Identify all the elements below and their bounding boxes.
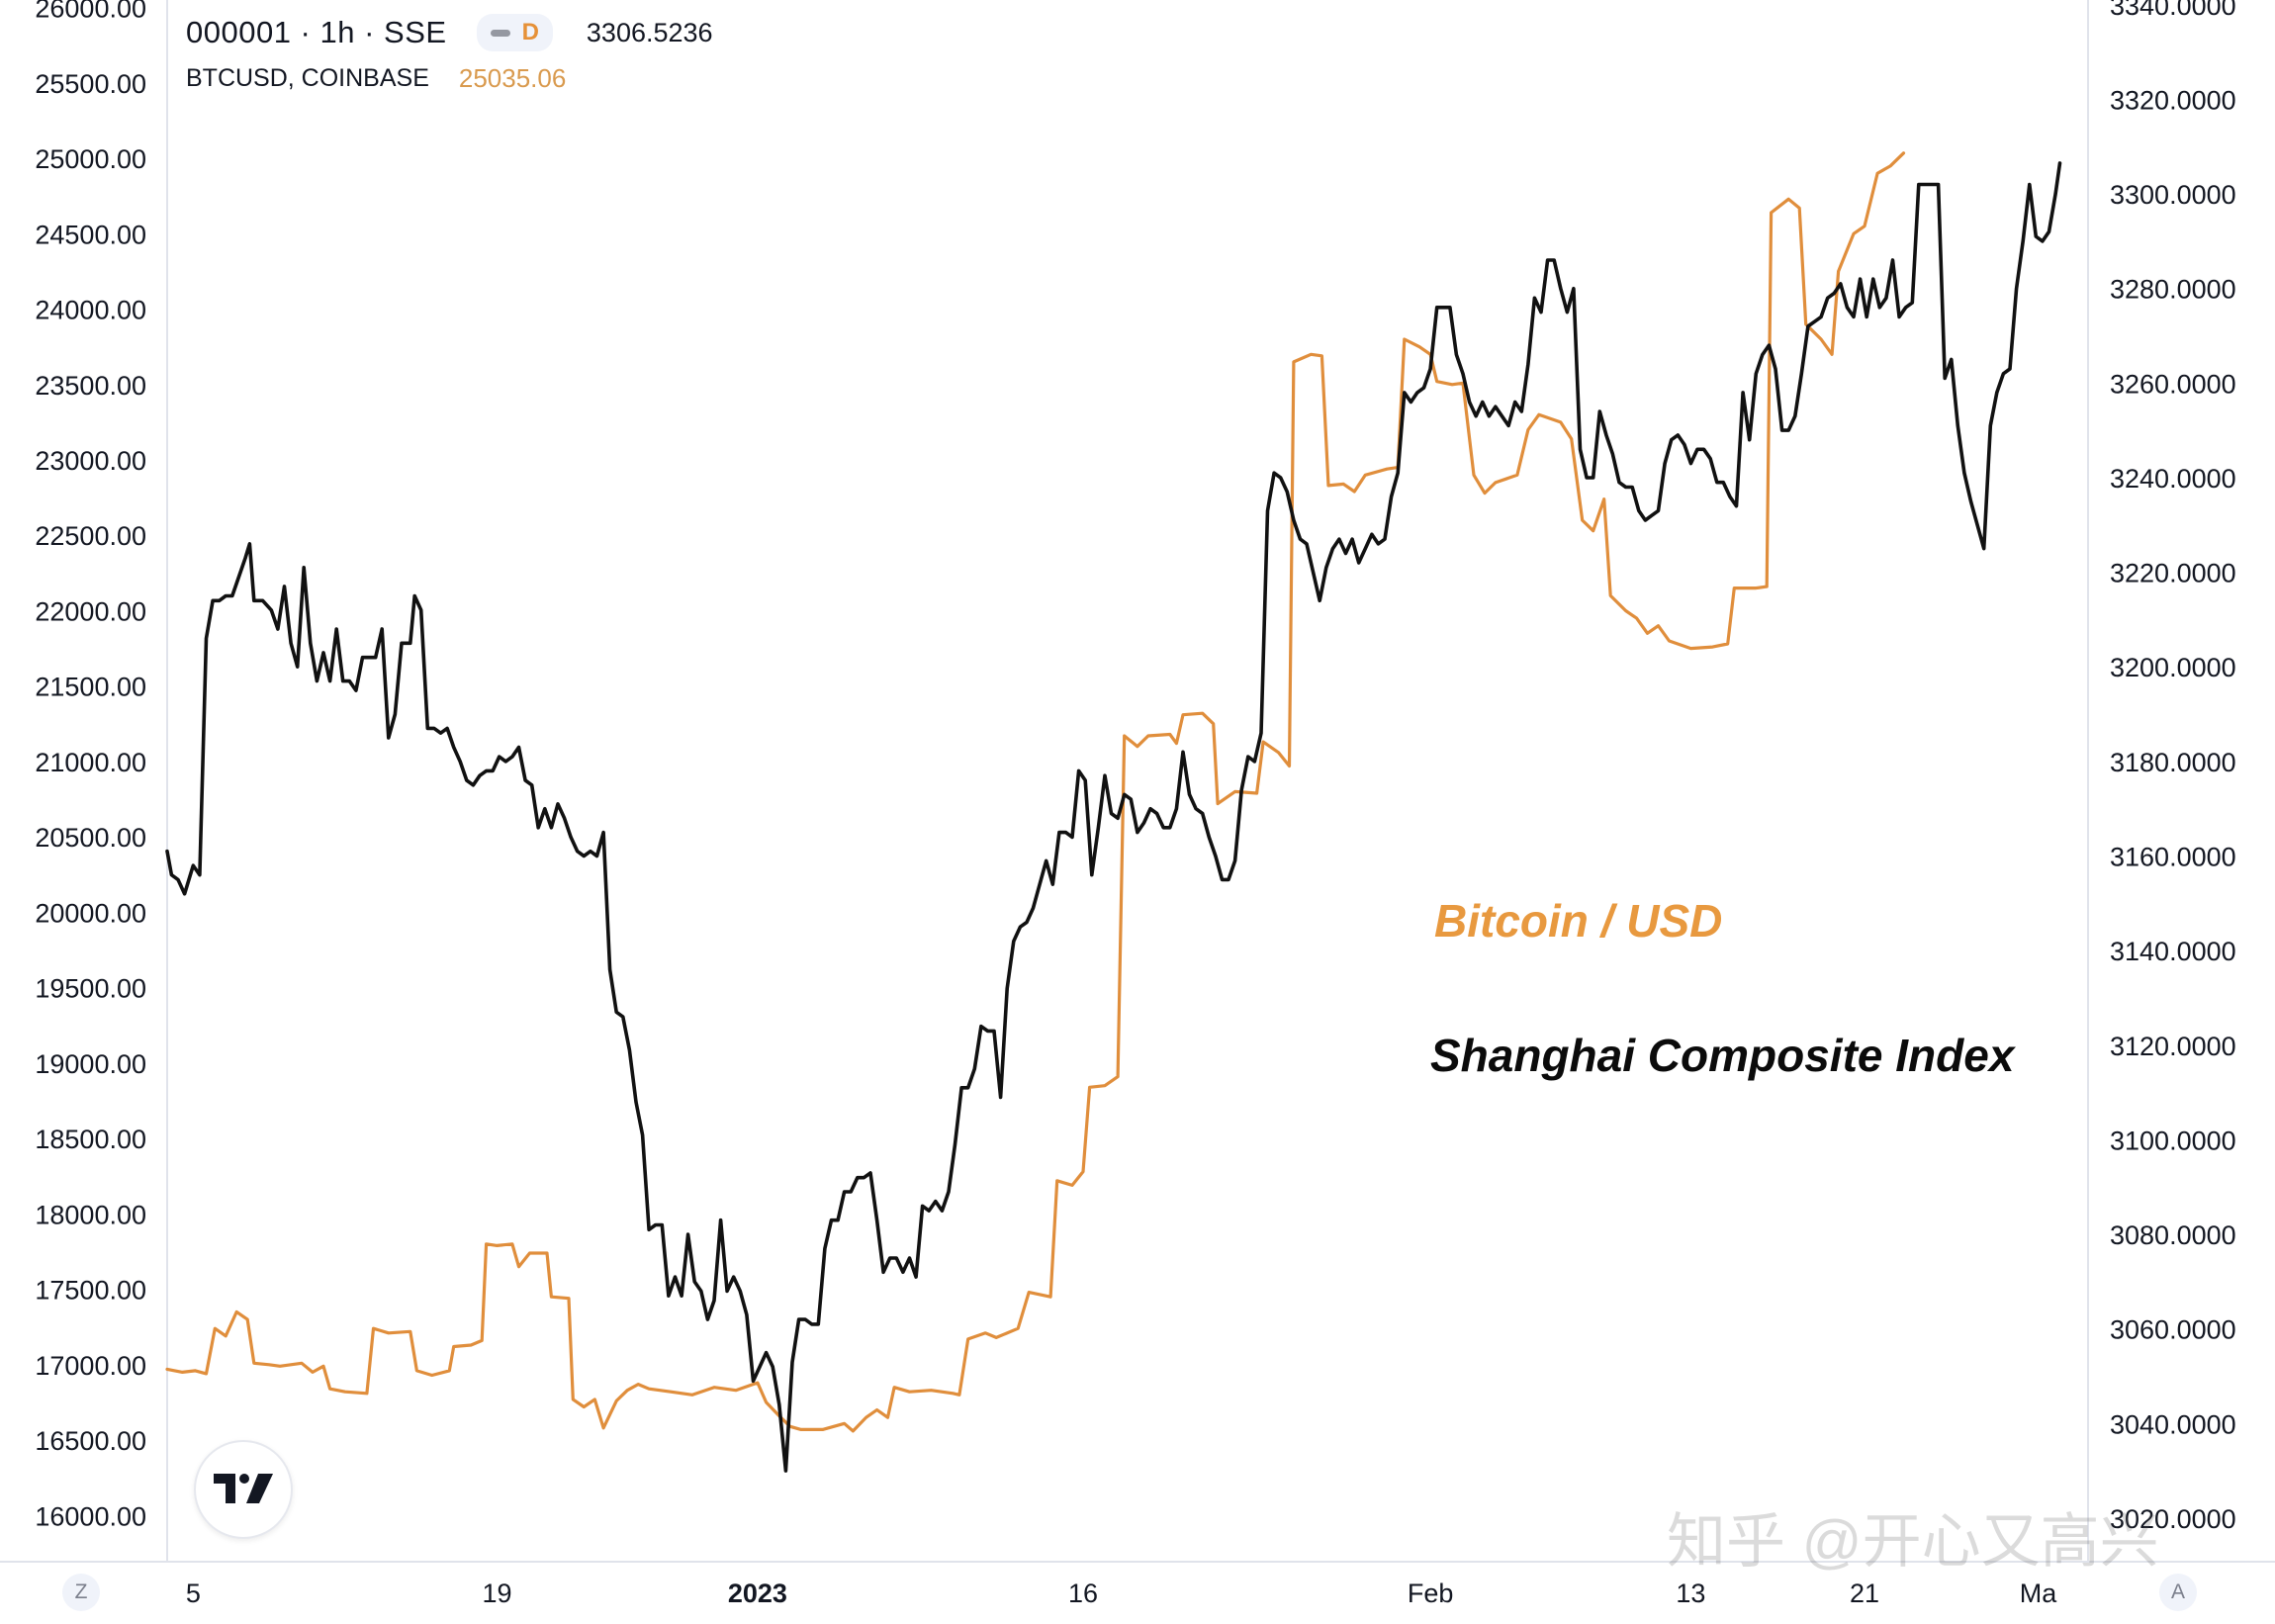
time-axis-tick-label: 19 [483,1579,512,1608]
btc-price-line[interactable] [165,151,1906,1433]
time-axis[interactable]: 5 19 2023 16 Feb 13 21 Ma [186,1579,2057,1608]
right-axis-tick-label: 3320.0000 [2110,85,2236,115]
left-axis-tick-label: 26000.00 [35,0,146,24]
legend-symbol-btc[interactable]: BTCUSD, COINBASE [186,63,429,92]
right-axis-tick-label: 3180.0000 [2110,748,2236,777]
right-axis-tick-label: 3040.0000 [2110,1409,2236,1439]
left-axis-tick-label: 18500.00 [35,1125,146,1154]
right-axis-tick-label: 3100.0000 [2110,1126,2236,1155]
left-axis-tick-label: 20000.00 [35,898,146,928]
right-axis-tick-label: 3060.0000 [2110,1315,2236,1345]
left-axis-tick-label: 16500.00 [35,1426,146,1456]
left-axis-tick-label: 17500.00 [35,1276,146,1306]
left-axis-tick-label: 24500.00 [35,220,146,249]
time-axis-tick-label: Ma [2020,1579,2057,1608]
watermark: 知乎 @开心又高兴 [1667,1508,2159,1575]
dash-icon [490,29,510,37]
left-axis-tick-label: 21500.00 [35,673,146,702]
right-axis-tick-label: 3340.0000 [2110,0,2236,21]
time-axis-tick-label: 2023 [728,1579,787,1608]
legend-value-sse: 3306.5236 [586,17,713,47]
right-axis-tick-label: 3160.0000 [2110,843,2236,872]
annotation-shanghai: Shanghai Composite Index [1430,1030,2015,1081]
right-axis-tick-label: 3300.0000 [2110,180,2236,210]
legend-row-btc: BTCUSD, COINBASE 25035.06 [186,55,713,101]
left-axis-tick-label: 18000.00 [35,1200,146,1229]
left-axis-tick-label: 16000.00 [35,1501,146,1531]
legend-value-btc: 25035.06 [458,62,567,93]
time-axis-tick-label: 5 [186,1579,201,1608]
data-status-badge[interactable]: D [476,14,553,51]
badge-letter: D [521,19,539,45]
right-axis-tick-label: 3260.0000 [2110,369,2236,399]
tradingview-logo-icon [214,1474,273,1503]
tradingview-logo[interactable] [194,1440,293,1539]
time-axis-tick-label: 21 [1850,1579,1879,1608]
legend-row-sse: 000001 · 1h · SSE D 3306.5236 [186,10,713,55]
right-axis-tick-label: 3220.0000 [2110,559,2236,588]
auto-scale-button[interactable]: A [2159,1574,2197,1611]
left-axis-tick-label: 25500.00 [35,69,146,99]
chart-legend: 000001 · 1h · SSE D 3306.5236 BTCUSD, CO… [186,10,713,101]
time-axis-tick-label: Feb [1408,1579,1454,1608]
annotation-bitcoin: Bitcoin / USD [1434,895,1723,947]
left-axis-tick-label: 23000.00 [35,446,146,476]
left-axis-tick-label: 22500.00 [35,521,146,551]
right-axis-tick-label: 3080.0000 [2110,1220,2236,1250]
right-axis-tick-label: 3020.0000 [2110,1504,2236,1534]
zoom-reset-button[interactable]: Z [62,1574,100,1611]
right-axis-tick-label: 3200.0000 [2110,653,2236,682]
legend-symbol-sse[interactable]: 000001 · 1h · SSE [186,15,447,49]
right-axis-tick-label: 3280.0000 [2110,275,2236,305]
right-price-axis[interactable]: 3020.0000 3040.0000 3060.0000 3080.0000 3100… [2110,0,2236,1534]
left-axis-tick-label: 19500.00 [35,974,146,1004]
right-axis-tick-label: 3240.0000 [2110,464,2236,494]
left-axis-tick-label: 20500.00 [35,823,146,853]
sse-index-line[interactable] [165,161,2062,1473]
time-axis-tick-label: 16 [1068,1579,1098,1608]
left-axis-tick-label: 17000.00 [35,1351,146,1381]
left-axis-tick-label: 21000.00 [35,748,146,777]
time-axis-tick-label: 13 [1676,1579,1705,1608]
right-axis-tick-label: 3120.0000 [2110,1032,2236,1061]
left-axis-tick-label: 23500.00 [35,371,146,401]
left-axis-tick-label: 24000.00 [35,296,146,325]
left-axis-tick-label: 25000.00 [35,144,146,174]
left-axis-tick-label: 22000.00 [35,596,146,626]
series-layer [165,151,2062,1473]
left-price-axis[interactable]: 16000.00 16500.00 17000.00 17500.00 18000.00… [35,0,146,1531]
left-axis-tick-label: 19000.00 [35,1049,146,1079]
right-axis-tick-label: 3140.0000 [2110,937,2236,966]
